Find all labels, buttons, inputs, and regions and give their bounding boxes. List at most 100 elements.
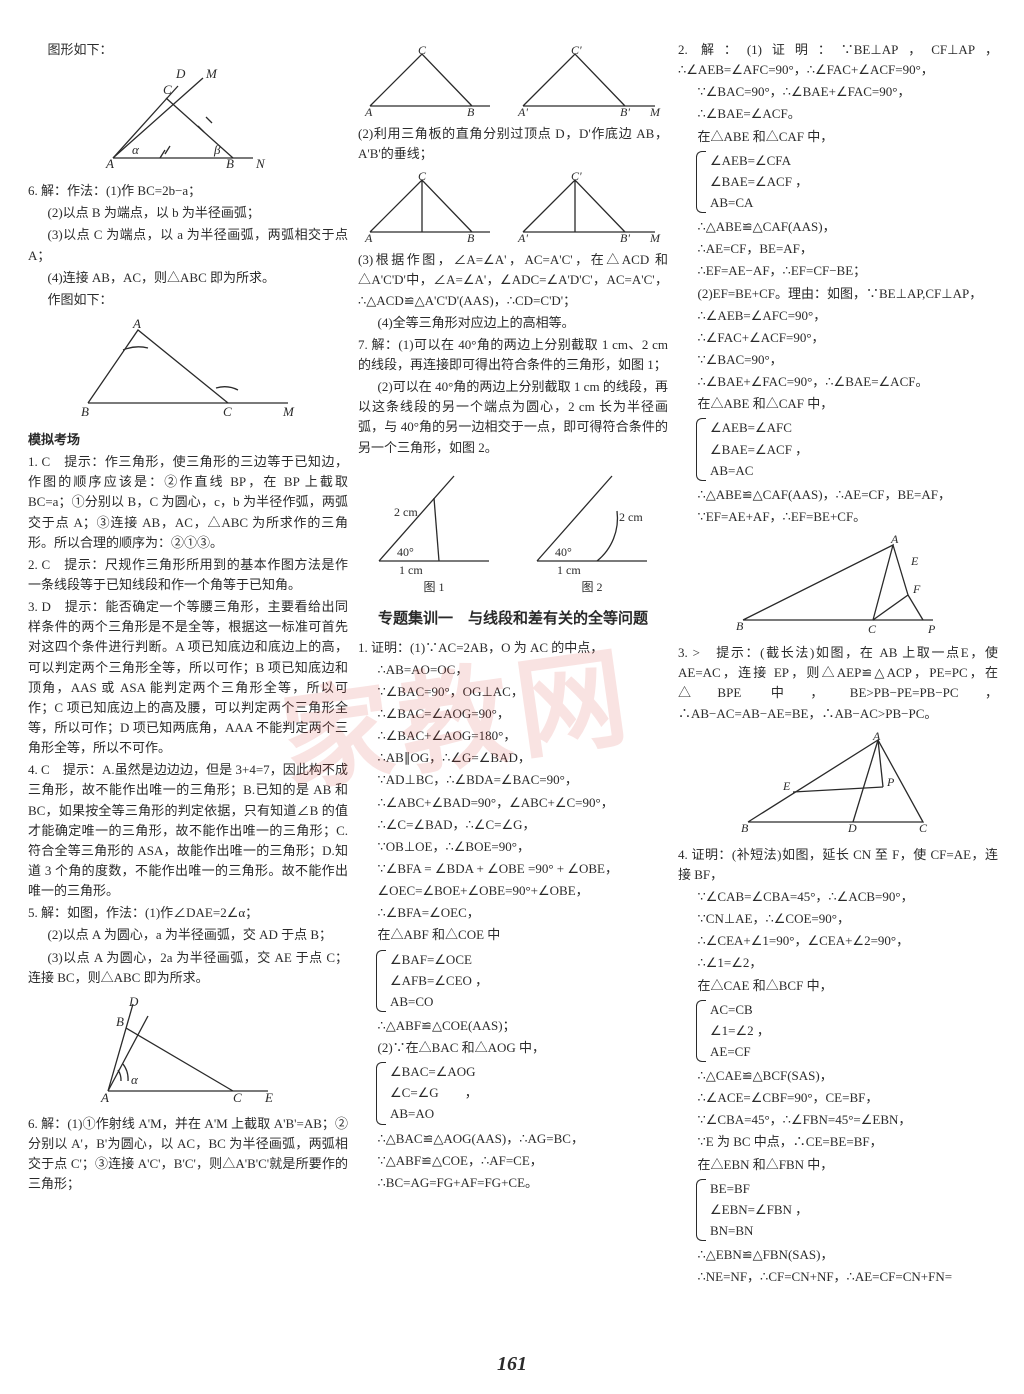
svg-text:C: C [418, 172, 427, 183]
svg-text:C': C' [571, 46, 582, 57]
text-line: ∵∠BFA = ∠BDA + ∠OBE =90° + ∠OBE， [358, 859, 668, 879]
svg-text:B: B [467, 105, 475, 116]
brace-group: AC=CB ∠1=∠2 ， AE=CF [696, 1000, 998, 1062]
figure-40deg-pair: 2 cm 1 cm 40° 图 1 2 cm 1 cm [358, 466, 668, 597]
svg-text:α: α [132, 142, 140, 157]
text-line: ∵∠BAC=90°， [678, 350, 998, 370]
svg-text:B: B [467, 231, 475, 242]
text-line: ∴EF=AE−AF，∴EF=CF−BE； [678, 261, 998, 281]
svg-text:B': B' [620, 231, 630, 242]
column-3: 2. 解：(1)证明：∵BE⊥AP，CF⊥AP，∴∠AEB=∠AFC=90°，∴… [678, 40, 998, 1287]
text-line: ∴AB=AO=OC， [358, 660, 668, 680]
figure-abe-dp: A B C D E P [678, 732, 998, 837]
brace-line: AB=AC [710, 461, 808, 481]
svg-text:A: A [364, 231, 373, 242]
svg-text:B: B [741, 821, 749, 835]
svg-text:E: E [782, 779, 791, 793]
svg-text:C': C' [571, 172, 582, 183]
text-line: 图形如下： [28, 40, 348, 60]
text-line: 1. 证明：(1)∵AC=2AB，O 为 AC 的中点， [358, 638, 668, 658]
figure-caption: 图 2 [527, 578, 657, 597]
text-line: ∴∠BAE=∠ACF。 [678, 104, 998, 124]
brace-line: ∠AFB=∠CEO ， [390, 971, 488, 991]
figure-triangle-abcm: A B C M [28, 318, 348, 418]
brace-line: ∠AEB=∠AFC [710, 418, 808, 438]
svg-text:D: D [128, 996, 139, 1009]
text-line: 在△EBN 和△FBN 中， [678, 1155, 998, 1175]
text-line: ∴NE=NF，∴CF=CN+NF，∴AE=CF=CN+FN= [678, 1267, 998, 1287]
text-line: ∴AB∥OG，∴∠G=∠BAD， [358, 748, 668, 768]
brace-line: AC=CB [710, 1000, 770, 1020]
text-line: 3. > 提示：(截长法)如图，在 AB 上取一点E，使 AE=AC，连接 EP… [678, 643, 998, 724]
text-line: 2. C 提示：尺规作三角形所用到的基本作图方法是作一条线段等于已知线段和作一个… [28, 555, 348, 595]
section-title: 专题集训一 与线段和差有关的全等问题 [358, 608, 668, 631]
text-line: 在△ABE 和△CAF 中， [678, 127, 998, 147]
text-line: ∴△ABE≌△CAF(AAS)，∴AE=CF，BE=AF， [678, 485, 998, 505]
brace-line: BE=BF [710, 1179, 808, 1199]
svg-text:M: M [205, 68, 218, 81]
text-line: ∴∠BAC=∠AOG=90°， [358, 704, 668, 724]
brace-line: ∠C=∠G ， [390, 1083, 478, 1103]
svg-text:C: C [163, 82, 172, 97]
text-line: ∵CN⊥AE，∴∠COE=90°， [678, 909, 998, 929]
text-line: ∴AE=CF，BE=AF， [678, 239, 998, 259]
text-line: ∴△ABF≌△COE(AAS)； [358, 1016, 668, 1036]
svg-text:A': A' [517, 105, 528, 116]
svg-text:C: C [418, 46, 427, 57]
text-line: ∵∠CAB=∠CBA=45°，∴∠ACB=90°， [678, 887, 998, 907]
text-line: ∵E 为 BC 中点，∴CE=BE=BF， [678, 1132, 998, 1152]
svg-text:40°: 40° [397, 545, 414, 559]
text-line: ∴∠BAE+∠FAC=90°，∴∠BAE=∠ACF。 [678, 372, 998, 392]
text-line: (2)可以在 40°角的两边上分别截取 1 cm 的线段，再以这条线段的另一个端… [358, 377, 668, 458]
text-line: ∴∠BAC+∠AOG=180°， [358, 726, 668, 746]
text-line: 6. 解：作法：(1)作 BC=2b−a； [28, 181, 348, 201]
text-line: ∠OEC=∠BOE+∠OBE=90°+∠OBE， [358, 881, 668, 901]
brace-group: ∠BAC=∠AOG ∠C=∠G ， AB=AO [376, 1062, 668, 1124]
text-line: 2. 解：(1)证明：∵BE⊥AP，CF⊥AP，∴∠AEB=∠AFC=90°，∴… [678, 40, 998, 80]
page-body: 图形如下： A B C D M N α [0, 0, 1024, 1307]
svg-text:B: B [736, 619, 744, 633]
text-line: (2)利用三角板的直角分别过顶点 D，D'作底边 AB，A'B'的垂线； [358, 124, 668, 164]
text-line: 在△ABE 和△CAF 中， [678, 394, 998, 414]
text-line: 4. 证明：(补短法)如图，延长 CN 至 F，使 CF=AE，连接 BF， [678, 845, 998, 885]
text-line: ∴∠CEA+∠1=90°，∠CEA+∠2=90°， [678, 931, 998, 951]
text-line: ∴∠1=∠2， [678, 953, 998, 973]
text-line: 5. 解：如图，作法：(1)作∠DAE=2∠α； [28, 903, 348, 923]
text-line: 作图如下： [28, 290, 348, 310]
text-line: 在△ABF 和△COE 中 [358, 925, 668, 945]
brace-line: BN=BN [710, 1221, 808, 1241]
brace-line: ∠BAF=∠OCE [390, 950, 488, 970]
svg-text:D: D [175, 68, 186, 81]
brace-line: ∠AEB=∠CFA [710, 151, 808, 171]
text-line: ∴BC=AG=FG+AF=FG+CE。 [358, 1173, 668, 1193]
brace-line: AB=CO [390, 992, 488, 1012]
figure-two-triangles: A B C A' B' C' M [358, 46, 668, 116]
text-line: 4. C 提示：A.虽然是边边边，但是 3+4=7，因此构不成三角形，故不能作出… [28, 760, 348, 901]
text-line: ∵∠BAC=90°，OG⊥AC， [358, 682, 668, 702]
figure-caption: 图 1 [369, 578, 499, 597]
svg-text:M: M [649, 105, 661, 116]
svg-text:B: B [81, 404, 89, 418]
svg-text:1 cm: 1 cm [399, 563, 423, 576]
figure-abe-cfp: A B C E F P [678, 535, 998, 635]
text-line: ∴∠AEB=∠AFC=90°， [678, 306, 998, 326]
brace-group: BE=BF ∠EBN=∠FBN ， BN=BN [696, 1179, 998, 1241]
svg-text:A: A [100, 1090, 109, 1105]
brace-line: ∠1=∠2 ， [710, 1021, 770, 1041]
brace-line: ∠BAE=∠ACF ， [710, 440, 808, 460]
svg-text:C: C [233, 1090, 242, 1105]
brace-line: ∠BAC=∠AOG [390, 1062, 478, 1082]
text-line: 在△CAE 和△BCF 中， [678, 976, 998, 996]
text-line: (3)以点 C 为端点，以 a 为半径画弧，两弧相交于点 A； [28, 225, 348, 265]
text-line: ∵EF=AE+AF，∴EF=BE+CF。 [678, 507, 998, 527]
svg-text:A: A [364, 105, 373, 116]
text-line: ∴△BAC≌△AOG(AAS)，∴AG=BC， [358, 1129, 668, 1149]
page-number: 161 [0, 1353, 1024, 1376]
svg-text:C: C [919, 821, 928, 835]
svg-text:C: C [223, 404, 232, 418]
text-line: ∵∠BAC=90°，∴∠BAE+∠FAC=90°， [678, 82, 998, 102]
svg-text:α: α [131, 1072, 139, 1087]
brace-group: ∠AEB=∠AFC ∠BAE=∠ACF ， AB=AC [696, 418, 998, 480]
svg-text:1 cm: 1 cm [557, 563, 581, 576]
text-line: ∵AD⊥BC，∴∠BDA=∠BAC=90°， [358, 770, 668, 790]
